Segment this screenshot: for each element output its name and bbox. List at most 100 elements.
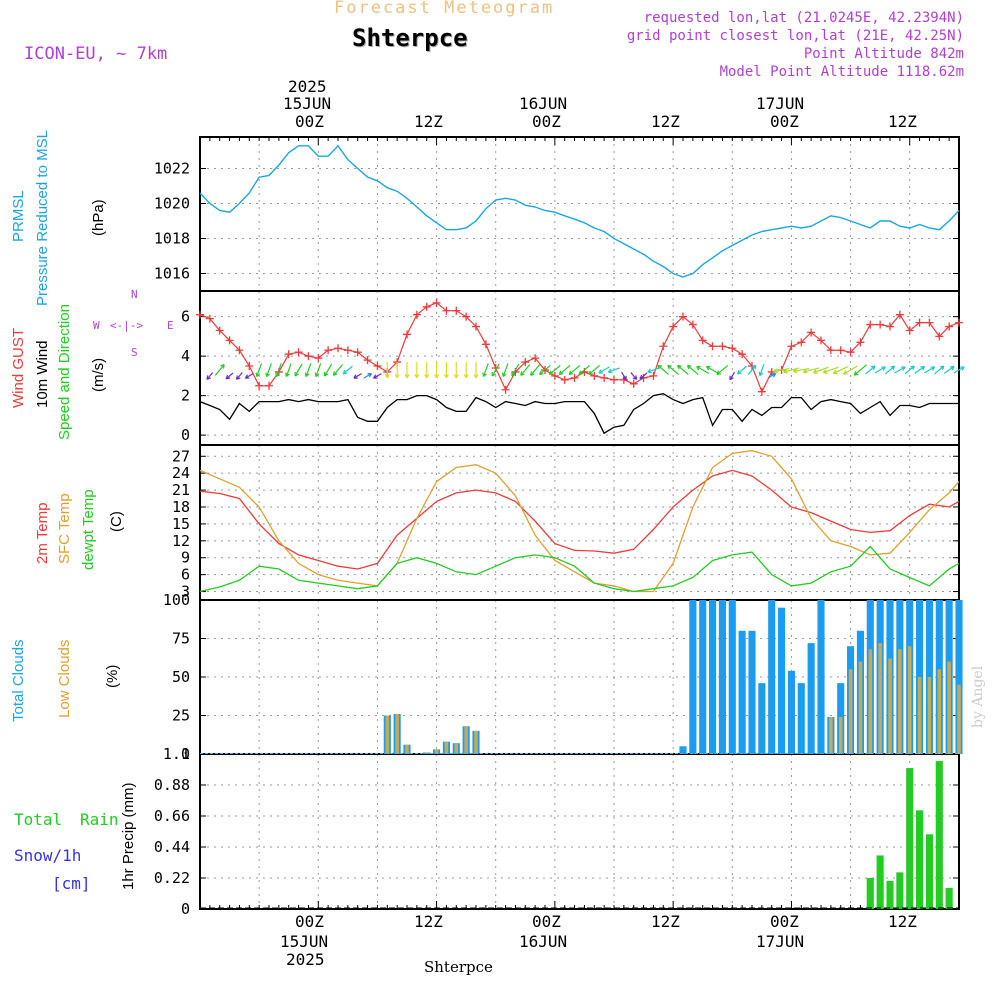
wind-arrow-head — [588, 370, 593, 376]
low-cloud-bar — [454, 743, 459, 754]
bottom-tick-00z-a: 00Z — [295, 912, 324, 931]
wind-arrow-head — [736, 369, 742, 375]
gust-marker — [521, 358, 530, 367]
bottom-tick-00z-c: 00Z — [770, 912, 799, 931]
wind-arrow-head — [511, 372, 516, 377]
gust-marker — [876, 320, 885, 329]
wind-arrow-head — [539, 370, 544, 376]
label-low-clouds: Low Clouds — [56, 639, 73, 718]
wind-arrow-head — [607, 368, 613, 374]
y-tick-label: 21 — [172, 481, 190, 499]
wind-arrow — [285, 363, 292, 377]
temp-line-0 — [200, 469, 959, 570]
wind-arrow-head — [255, 372, 261, 378]
wind-arrow-head — [482, 372, 487, 378]
wind-arrow — [894, 366, 906, 374]
gust-marker — [856, 338, 865, 347]
gust-marker — [531, 354, 540, 363]
low-cloud-bar — [907, 646, 912, 754]
gust-marker — [442, 306, 451, 315]
wind-arrow-head — [930, 366, 936, 371]
gust-marker — [866, 320, 875, 329]
wind-arrow — [598, 366, 610, 374]
bottom-tick-12z-c: 12Z — [888, 912, 917, 931]
temp-line-1 — [200, 449, 959, 593]
label-celsius: (C) — [108, 511, 125, 532]
pressure-line — [199, 144, 960, 278]
wind-arrow — [225, 372, 234, 380]
low-cloud-bar — [848, 669, 853, 754]
wind-arrow — [767, 373, 776, 379]
gust-marker — [550, 371, 559, 380]
compass-w: W — [93, 319, 100, 332]
y-tick-label: 50 — [172, 668, 190, 686]
gust-marker — [225, 336, 234, 345]
wind-arrow-head — [443, 374, 449, 379]
wind-arrow-head — [491, 372, 496, 377]
wind-arrow — [783, 367, 800, 373]
low-cloud-bar — [464, 726, 468, 754]
low-cloud-bar — [829, 717, 833, 754]
gust-marker — [353, 348, 362, 357]
low-cloud-bar — [927, 677, 932, 754]
gust-marker — [708, 342, 717, 351]
wind-arrow-head — [950, 365, 955, 371]
gust-marker — [472, 322, 480, 331]
low-cloud-bar — [888, 658, 892, 754]
place-title: Shterpce — [352, 24, 468, 52]
wind-arrow — [914, 366, 925, 374]
wind-arrow — [885, 365, 895, 375]
label-10m-wind: 10m Wind — [34, 340, 51, 408]
wind-arrow-head — [813, 369, 818, 374]
gust-marker — [284, 350, 293, 359]
total-cloud-bar — [748, 630, 756, 754]
low-cloud-bar — [474, 730, 478, 754]
gust-marker — [886, 322, 894, 331]
total-cloud-bar — [679, 746, 687, 754]
wind-arrow — [373, 373, 382, 379]
wind-arrow — [353, 373, 362, 379]
gust-marker — [787, 342, 796, 351]
label-rain: Rain — [80, 810, 119, 829]
wind-arrow — [588, 365, 601, 375]
label-snow-unit: [cm] — [52, 874, 91, 893]
gust-marker — [659, 342, 668, 351]
wind-arrow-head — [843, 370, 848, 375]
total-cloud-bar — [709, 600, 717, 754]
wind-arrow-head — [434, 374, 440, 379]
wind-arrow-head — [822, 369, 828, 374]
wind-arrow — [874, 366, 886, 374]
gust-marker — [807, 328, 816, 337]
wind-arrow — [491, 363, 500, 377]
top-tick-00z-b: 00Z — [532, 112, 561, 131]
wind-arrow — [363, 373, 372, 379]
wind-arrow-head — [751, 364, 757, 370]
gust-marker — [481, 340, 490, 349]
point-altitude: Point Altitude 842m — [803, 46, 964, 62]
wind-arrow-head — [414, 374, 420, 379]
wind-arrow-head — [696, 365, 701, 371]
gust-marker — [373, 362, 382, 371]
gust-marker — [797, 338, 806, 347]
grid-point-coords: grid point closest lon,lat (21E, 42.25N) — [626, 28, 964, 44]
rain-bar — [876, 855, 884, 909]
y-tick-label: 12 — [172, 532, 190, 550]
y-tick-label: 0.66 — [154, 807, 190, 825]
top-day-16jun: 16JUN — [519, 94, 568, 113]
gust-marker — [817, 336, 825, 345]
gust-marker — [935, 332, 944, 341]
gust-marker — [688, 320, 697, 329]
low-cloud-bar — [868, 649, 873, 754]
gust-marker — [452, 306, 461, 315]
label-hpa: (hPa) — [90, 199, 107, 236]
rain-bar — [886, 880, 894, 909]
wind-arrow-head — [793, 368, 798, 374]
wind-arrow-head — [558, 370, 564, 376]
wind-arrow-head — [783, 368, 788, 374]
wind-arrow — [667, 365, 679, 375]
panel-frame-pressure — [199, 136, 960, 292]
wind-arrow — [716, 365, 729, 375]
wind-arrow — [923, 366, 935, 374]
gust-marker — [846, 348, 855, 357]
